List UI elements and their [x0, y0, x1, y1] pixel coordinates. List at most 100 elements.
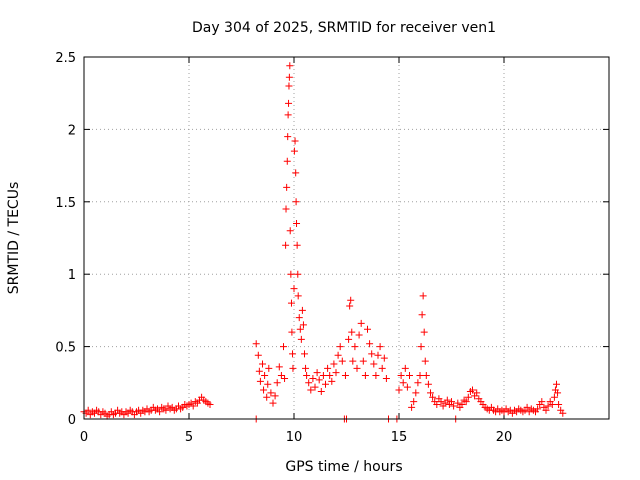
data-point	[287, 299, 295, 307]
x-tick-label: 20	[496, 430, 513, 445]
data-point	[255, 367, 263, 375]
data-point	[285, 73, 293, 81]
data-point	[286, 227, 294, 235]
data-point	[263, 393, 271, 401]
data-point	[283, 183, 291, 191]
data-point	[433, 401, 441, 409]
data-point	[403, 383, 411, 391]
data-point	[280, 343, 287, 351]
data-point	[376, 343, 384, 351]
data-point	[332, 369, 340, 377]
data-point	[341, 372, 349, 380]
data-point	[275, 363, 283, 371]
data-point	[406, 372, 413, 380]
data-point	[408, 403, 416, 411]
data-point	[269, 399, 277, 407]
data-point	[294, 270, 302, 278]
data-point	[348, 328, 356, 336]
data-point	[289, 350, 297, 358]
data-point	[322, 380, 329, 388]
data-point	[469, 386, 476, 394]
data-point	[424, 380, 432, 388]
data-point	[355, 331, 363, 339]
data-point	[303, 372, 311, 380]
data-point	[416, 372, 424, 380]
data-point	[550, 393, 558, 401]
y-tick-label: 2.5	[55, 51, 76, 66]
data-point	[189, 402, 197, 410]
data-point	[359, 357, 367, 365]
data-point	[307, 386, 315, 394]
data-point	[259, 360, 266, 368]
x-tick-label: 0	[80, 430, 88, 445]
data-point	[313, 369, 321, 377]
data-point	[368, 350, 376, 358]
data-point	[281, 374, 289, 382]
x-tick-label: 10	[286, 430, 303, 445]
data-point	[412, 389, 420, 397]
data-point	[271, 392, 279, 400]
data-point	[427, 389, 434, 397]
data-point	[267, 389, 275, 397]
data-point	[338, 357, 346, 365]
data-point	[464, 393, 472, 401]
data-point	[265, 364, 273, 372]
data-point	[374, 351, 382, 359]
data-point	[351, 343, 359, 351]
data-point	[380, 354, 388, 362]
data-point	[364, 325, 371, 333]
data-point	[414, 379, 422, 387]
data-point	[282, 205, 290, 213]
data-point	[334, 351, 342, 359]
data-point	[370, 360, 378, 368]
y-tick-label: 1	[68, 268, 76, 283]
data-point	[285, 99, 293, 107]
data-point	[542, 406, 550, 414]
data-point	[309, 374, 317, 382]
data-point	[277, 372, 285, 380]
data-point	[284, 111, 292, 119]
data-point	[289, 364, 297, 372]
x-axis-label: GPS time / hours	[285, 459, 402, 475]
data-point	[357, 319, 365, 327]
data-point	[548, 401, 556, 409]
data-point	[292, 198, 300, 206]
data-point	[458, 401, 466, 409]
data-point	[285, 82, 293, 90]
data-point	[291, 137, 299, 145]
data-point	[395, 386, 403, 394]
data-point	[315, 376, 323, 384]
data-point	[421, 357, 429, 365]
data-point	[420, 328, 428, 336]
data-point	[156, 408, 164, 416]
data-point	[294, 292, 302, 300]
data-point	[298, 306, 306, 314]
data-point	[326, 372, 334, 380]
data-point	[206, 401, 214, 409]
data-point	[429, 393, 437, 401]
axis-ticks: 0 0.5 1 1.5 2 2.5 0 5 10 15 20	[55, 51, 609, 445]
data-point	[366, 340, 374, 348]
data-point	[410, 398, 418, 406]
data-point	[301, 350, 308, 358]
data-point	[372, 372, 380, 380]
data-point	[299, 321, 307, 329]
data-point	[328, 377, 336, 385]
data-point	[382, 374, 390, 382]
data-point	[347, 296, 355, 304]
data-point	[283, 157, 291, 165]
data-point	[261, 372, 269, 380]
data-point	[462, 398, 470, 406]
y-tick-label: 0	[68, 413, 76, 428]
data-point	[282, 241, 290, 249]
data-point	[305, 379, 313, 387]
data-point	[450, 402, 458, 410]
data-point	[290, 285, 298, 293]
plot-frame	[83, 56, 610, 420]
data-series-ven1	[80, 62, 567, 423]
data-point	[473, 389, 481, 397]
data-point	[252, 340, 260, 348]
data-point	[295, 314, 303, 322]
data-point	[287, 270, 295, 278]
